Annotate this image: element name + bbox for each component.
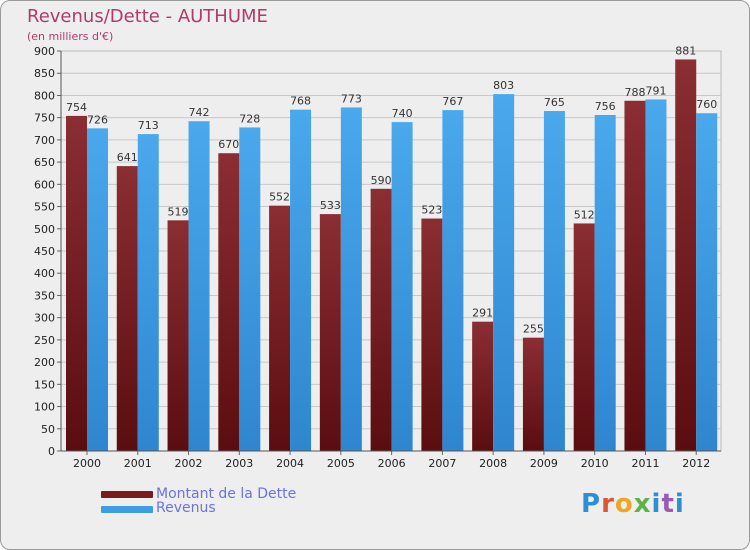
y-tick-label: 600 [34, 178, 55, 191]
data-label-revenus: 773 [341, 92, 362, 105]
bar-revenus [188, 121, 210, 451]
x-tick-label: 2001 [124, 457, 152, 470]
bar-dette [167, 220, 189, 451]
bar-revenus [645, 99, 667, 451]
data-label-revenus: 791 [645, 84, 666, 97]
x-tick-label: 2006 [378, 457, 406, 470]
data-label-dette: 641 [117, 151, 138, 164]
data-label-revenus: 768 [290, 95, 311, 108]
x-tick-label: 2005 [327, 457, 355, 470]
bar-dette [573, 223, 595, 451]
y-tick-label: 450 [34, 245, 55, 258]
y-tick-label: 0 [48, 445, 55, 458]
y-tick-label: 800 [34, 89, 55, 102]
data-label-dette: 788 [624, 86, 645, 99]
data-label-dette: 255 [523, 323, 544, 336]
bar-revenus [493, 94, 515, 451]
data-label-dette: 590 [371, 174, 392, 187]
data-label-revenus: 765 [544, 96, 565, 109]
bar-dette [472, 321, 494, 451]
y-tick-label: 650 [34, 156, 55, 169]
data-label-revenus: 740 [392, 107, 413, 120]
bar-revenus [290, 109, 312, 452]
y-tick-label: 50 [41, 423, 55, 436]
bar-dette [116, 166, 138, 451]
data-label-revenus: 742 [189, 106, 210, 119]
data-label-dette: 291 [472, 307, 493, 320]
data-label-dette: 523 [421, 204, 442, 217]
bar-revenus [340, 107, 362, 451]
x-tick-label: 2007 [428, 457, 456, 470]
x-tick-label: 2009 [530, 457, 558, 470]
chart-title: Revenus/Dette - AUTHUME [27, 6, 268, 27]
x-tick-label: 2004 [276, 457, 304, 470]
legend-label-dette: Montant de la Dette [156, 486, 297, 502]
y-tick-label: 150 [34, 378, 55, 391]
data-label-revenus: 767 [442, 95, 463, 108]
y-tick-label: 250 [34, 334, 55, 347]
bar-dette [319, 214, 341, 451]
bar-dette [522, 337, 544, 451]
x-tick-label: 2010 [581, 457, 609, 470]
data-label-dette: 754 [66, 101, 87, 114]
data-label-dette: 512 [574, 208, 595, 221]
bar-dette [675, 59, 697, 451]
bar-revenus [442, 110, 464, 451]
x-tick-label: 2003 [225, 457, 253, 470]
data-label-revenus: 756 [595, 100, 616, 113]
y-tick-label: 900 [34, 45, 55, 58]
data-label-dette: 533 [320, 199, 341, 212]
proxiti-logo: Proxiti [581, 489, 685, 519]
y-tick-label: 200 [34, 356, 55, 369]
x-tick-label: 2000 [73, 457, 101, 470]
bar-revenus [696, 113, 718, 451]
bar-dette [370, 188, 392, 451]
bar-dette [269, 205, 291, 451]
data-label-dette: 519 [168, 205, 189, 218]
legend-label-revenus: Revenus [156, 500, 216, 516]
chart-subtitle: (en milliers d'€) [27, 30, 114, 43]
data-label-revenus: 726 [87, 113, 108, 126]
data-label-dette: 670 [218, 138, 239, 151]
y-tick-label: 100 [34, 401, 55, 414]
data-label-revenus: 760 [696, 98, 717, 111]
data-label-dette: 552 [269, 191, 290, 204]
bar-revenus [137, 134, 159, 451]
y-tick-label: 700 [34, 134, 55, 147]
data-label-revenus: 803 [493, 79, 514, 92]
data-label-dette: 881 [675, 44, 696, 57]
y-tick-label: 850 [34, 67, 55, 80]
y-tick-label: 400 [34, 267, 55, 280]
bar-dette [218, 153, 240, 451]
x-tick-label: 2012 [682, 457, 710, 470]
legend-swatch-dette [101, 491, 153, 498]
x-tick-label: 2002 [175, 457, 203, 470]
y-tick-label: 550 [34, 201, 55, 214]
y-tick-label: 350 [34, 289, 55, 302]
bar-dette [624, 100, 646, 452]
legend-swatch-revenus [101, 506, 153, 513]
bar-revenus [594, 115, 616, 451]
bar-dette [421, 218, 443, 451]
bar-revenus [543, 111, 565, 451]
bar-revenus [391, 122, 413, 451]
y-tick-label: 500 [34, 223, 55, 236]
bar-revenus [239, 127, 261, 451]
x-tick-label: 2011 [631, 457, 659, 470]
data-label-revenus: 728 [239, 112, 260, 125]
data-label-revenus: 713 [138, 119, 159, 132]
x-tick-label: 2008 [479, 457, 507, 470]
y-tick-label: 750 [34, 112, 55, 125]
bar-revenus [87, 128, 108, 451]
y-tick-label: 300 [34, 312, 55, 325]
bar-dette [66, 115, 87, 451]
